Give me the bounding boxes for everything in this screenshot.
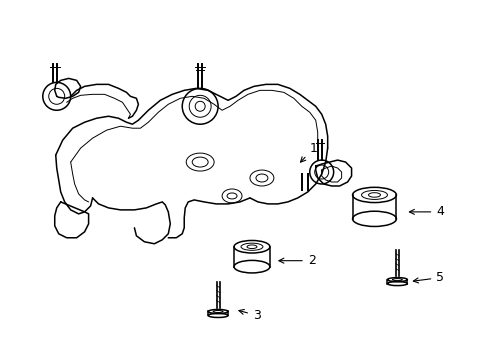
Text: 1: 1 [300,141,317,162]
Text: 4: 4 [408,205,443,219]
Text: 2: 2 [278,254,315,267]
Text: 5: 5 [412,271,444,284]
Text: 3: 3 [239,309,260,322]
